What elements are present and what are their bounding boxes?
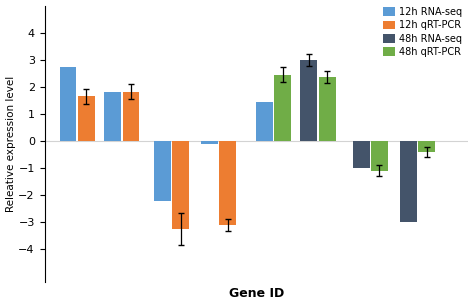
Bar — [418, 141, 435, 152]
Bar — [104, 92, 121, 141]
Bar — [201, 141, 218, 144]
Bar — [219, 141, 236, 225]
Bar — [319, 77, 336, 141]
Bar — [154, 141, 171, 201]
Legend: 12h RNA-seq, 12h qRT-PCR, 48h RNA-seq, 48h qRT-PCR: 12h RNA-seq, 12h qRT-PCR, 48h RNA-seq, 4… — [381, 5, 464, 59]
Bar — [78, 96, 95, 141]
Bar — [400, 141, 417, 222]
Bar — [353, 141, 370, 168]
Bar — [60, 66, 76, 141]
Y-axis label: Releative expression level: Releative expression level — [6, 76, 16, 212]
Bar — [123, 92, 139, 141]
Bar — [256, 102, 273, 141]
X-axis label: Gene ID: Gene ID — [229, 287, 284, 300]
Bar — [172, 141, 189, 229]
Bar — [274, 75, 291, 141]
Bar — [301, 60, 317, 141]
Bar — [371, 141, 388, 171]
